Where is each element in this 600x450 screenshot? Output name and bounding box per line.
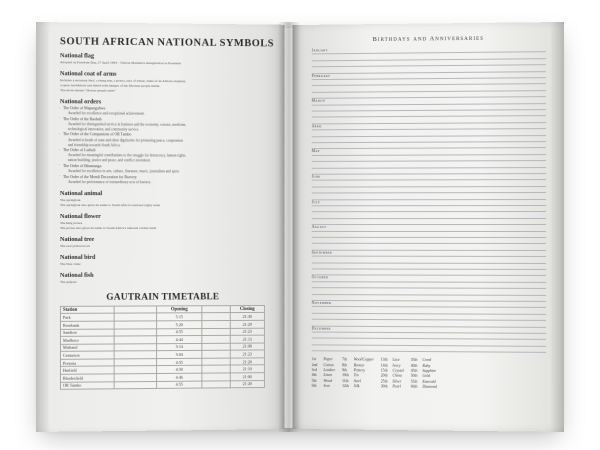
month-block-september: September	[311, 250, 547, 277]
month-entry-list: January February March April May June July Augu…	[311, 46, 547, 353]
order-description: Awarded for performance of extraordinary…	[67, 179, 152, 184]
section-text: The galjoen	[59, 279, 77, 284]
gift-ordinal-list: 35th 40th 45th 50th 55th 60th	[411, 358, 423, 390]
gift-column-2: 7th 8th 9th 10th 11th 12th Wool/Copper Bronze Po…	[342, 358, 374, 390]
month-label: July	[311, 199, 321, 204]
month-label: January	[311, 48, 328, 53]
month-block-april: April	[311, 122, 547, 150]
cell-spacer-2	[201, 312, 231, 321]
anniversary-gift-table: 1st 2nd 3rd 4th 5th 6th Paper Cotton Leather Line…	[312, 357, 546, 391]
left-page-content: SOUTH AFRICAN NATIONAL SYMBOLS National …	[59, 36, 275, 391]
cell-spacer-2	[201, 380, 231, 389]
month-label: April	[311, 124, 323, 129]
gift-name-list: Lace Ivory Crystal China Silver Pearl	[392, 358, 403, 390]
section-heading-national-bird: National bird	[59, 253, 96, 261]
right-page-edge-shadow	[550, 22, 564, 432]
order-item: The Order of the Baobab Awarded for dist…	[60, 117, 265, 133]
order-item: The Order of Mapungubwe Awarded for exce…	[60, 106, 265, 117]
order-item: The Order of Luthuli Awarded for meaning…	[60, 148, 265, 164]
gift-ordinal: 6th	[311, 383, 317, 388]
order-item: The Order of the Mendi Decoration for Br…	[60, 175, 265, 186]
month-label: November	[311, 300, 332, 305]
month-label: October	[311, 275, 329, 280]
timetable-body: Park 5:15 21:30 Rosebank 5:20 21:29 Sandton 4:5…	[60, 312, 265, 390]
cell-spacer-2	[201, 335, 231, 344]
month-block-november: November	[311, 300, 547, 328]
gift-name-list: Paper Cotton Leather Linen Wood Iron	[323, 357, 335, 389]
section-text: The protea also gives its name to South …	[59, 225, 157, 230]
gift-name: Wool/Copper	[353, 357, 374, 362]
month-block-december: December	[311, 326, 547, 353]
page-title-birthdays-anniversaries: Birthdays and Anniversaries	[372, 34, 485, 43]
section-heading-national-animal: National animal	[59, 189, 103, 197]
month-label: June	[311, 174, 321, 179]
left-page: SOUTH AFRICAN NATIONAL SYMBOLS National …	[36, 22, 285, 432]
gift-ordinal-list: 7th 8th 9th 10th 11th 12th	[342, 358, 354, 390]
gift-column-4: 35th 40th 45th 50th 55th 60th Coral Ruby Sapphir…	[411, 358, 437, 390]
section-heading-national-flower: National flower	[59, 212, 101, 220]
cell-station: OR Tambo	[60, 381, 114, 390]
month-block-march: March	[311, 97, 547, 125]
section-text: The springbok also gives its name to Sou…	[59, 202, 160, 207]
month-label: August	[311, 225, 327, 230]
order-item: The Order of Ikhamanga Awarded for excel…	[60, 164, 265, 175]
section-text: The real yellowwood	[59, 243, 90, 248]
month-label: March	[311, 98, 325, 103]
table-row: OR Tambo 4:55 21:20	[60, 380, 265, 390]
gift-name: Iron	[323, 384, 330, 389]
gift-ordinal: 30th	[380, 384, 388, 389]
gift-column-3: 13th 14th 15th 20th 25th 30th Lace Ivory Crystal…	[381, 358, 404, 390]
gift-name: Silk	[353, 384, 360, 389]
section-text: The motto means "diverse people unite"	[59, 88, 116, 93]
gift-name-list: Coral Ruby Sapphire Gold Emerald Diamond	[422, 358, 436, 390]
month-block-october: October	[311, 275, 547, 302]
gift-ordinal-list: 13th 14th 15th 20th 25th 30th	[381, 358, 393, 390]
right-page-content: Birthdays and Anniversaries January Febru…	[311, 34, 547, 391]
cell-spacer-1	[113, 381, 157, 390]
order-title: The Order of the Mendi Decoration for Br…	[60, 175, 265, 181]
page-title-national-symbols: SOUTH AFRICAN NATIONAL SYMBOLS	[59, 36, 275, 50]
order-title: The Order of Ikhamanga	[60, 164, 265, 170]
gift-name: Pearl	[392, 384, 401, 389]
order-title: The Order of Luthuli	[60, 148, 265, 154]
gautrain-timetable: Station Opening Closing Park 5:15 21:30 Ros…	[59, 304, 265, 391]
column-header-spacer-2	[201, 305, 231, 314]
cell-closing-time: 21:20	[230, 380, 265, 389]
column-header-closing: Closing	[230, 305, 265, 313]
gift-ordinal: 12th	[342, 384, 349, 389]
month-label: May	[311, 149, 321, 154]
section-text: The blue crane	[59, 261, 81, 266]
order-item: The Order of the Companions of OR Tambo …	[60, 133, 265, 149]
month-label: February	[311, 73, 331, 78]
gift-name-list: Wool/Copper Bronze Pottery Tin Steel Silk	[354, 358, 374, 390]
cell-closing-time: 21:30	[230, 312, 265, 321]
month-block-august: August	[311, 225, 547, 251]
section-heading-national-tree: National tree	[59, 235, 95, 243]
cell-spacer-2	[201, 320, 231, 329]
order-title: The Order of the Companions of OR Tambo	[60, 133, 265, 139]
section-text: Adopted on Freedom Day, 27 April 1994 – …	[59, 60, 181, 66]
month-block-january: January	[311, 46, 547, 74]
month-block-june: June	[311, 174, 547, 200]
month-label: December	[311, 326, 331, 331]
open-diary-book: SOUTH AFRICAN NATIONAL SYMBOLS National …	[36, 22, 564, 432]
left-page-edge-shadow	[36, 22, 50, 432]
month-block-july: July	[311, 199, 547, 226]
gift-ordinal: 60th	[410, 384, 418, 389]
section-heading-national-orders: National orders	[59, 98, 102, 106]
month-block-february: February	[311, 71, 547, 99]
gautrain-timetable-title: GAUTRAIN TIMETABLE	[106, 292, 220, 303]
section-heading-national-fish: National fish	[59, 271, 94, 279]
writing-line[interactable]	[311, 345, 547, 353]
gift-name: Diamond	[422, 384, 437, 390]
right-page: Birthdays and Anniversaries January Febru…	[292, 22, 564, 432]
cell-spacer-2	[201, 327, 231, 336]
gift-column-1: 1st 2nd 3rd 4th 5th 6th Paper Cotton Leather Line…	[312, 357, 335, 389]
month-label: September	[311, 250, 333, 255]
month-block-may: May	[311, 148, 547, 175]
gift-ordinal-list: 1st 2nd 3rd 4th 5th 6th	[312, 357, 324, 389]
cell-opening-time: 4:55	[156, 380, 202, 389]
